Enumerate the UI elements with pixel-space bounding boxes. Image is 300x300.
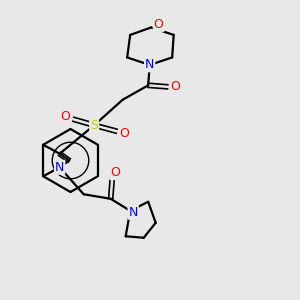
- Text: N: N: [55, 161, 64, 174]
- Text: N: N: [145, 58, 154, 71]
- Text: O: O: [170, 80, 180, 93]
- Text: S: S: [90, 119, 98, 132]
- Text: O: O: [119, 127, 129, 140]
- Text: O: O: [154, 18, 164, 31]
- Text: O: O: [110, 166, 120, 179]
- Text: N: N: [128, 206, 138, 219]
- Text: O: O: [61, 110, 70, 123]
